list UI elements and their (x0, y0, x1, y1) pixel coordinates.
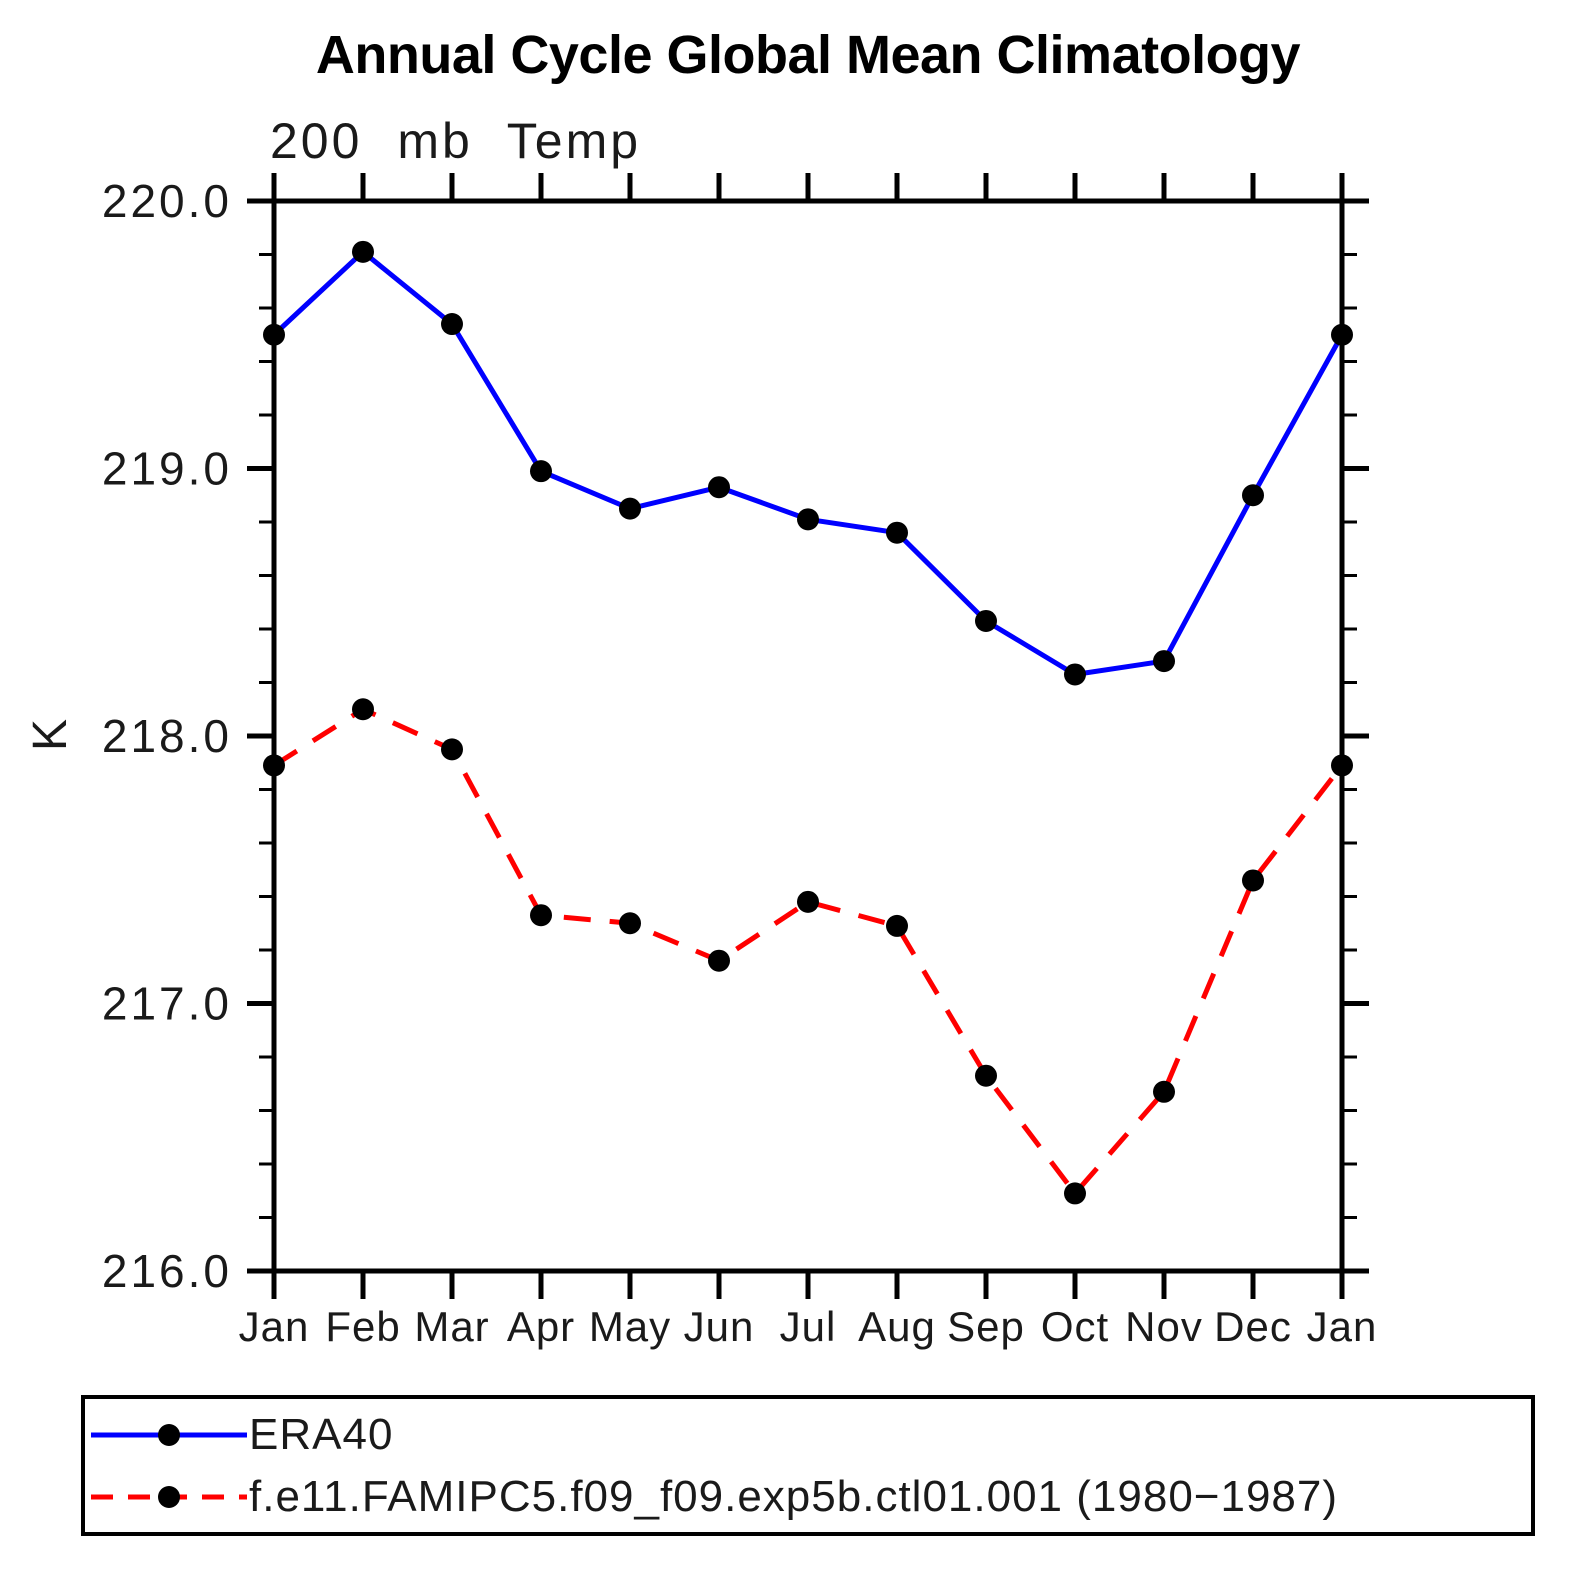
y-tick-label: 216.0 (102, 1245, 232, 1297)
series-0-line (272, 249, 1345, 677)
legend: ERA40 f.e11.FAMIPC5.f09_f09.exp5b.ctl01.… (81, 1395, 1535, 1536)
legend-label-model: f.e11.FAMIPC5.f09_f09.exp5b.ctl01.001 (1… (249, 1472, 1339, 1521)
series-1-marker (975, 1064, 997, 1087)
series-1-marker (1064, 1182, 1086, 1205)
series-0-marker (263, 323, 285, 346)
series-1-marker (619, 912, 641, 935)
series-0-marker (1153, 650, 1175, 673)
series-0-marker (886, 521, 908, 544)
legend-item-model: f.e11.FAMIPC5.f09_f09.exp5b.ctl01.001 (1… (89, 1472, 1339, 1521)
series-1-marker (797, 890, 819, 913)
series-0-marker (619, 497, 641, 520)
legend-sample-line-dashed (91, 1486, 247, 1508)
x-tick-label: Nov (1125, 1303, 1203, 1350)
series-1-line (272, 706, 1344, 1196)
series-1-marker (886, 914, 908, 937)
y-tick-label: 218.0 (102, 710, 232, 762)
x-tick-label: Feb (325, 1303, 400, 1350)
series-0-marker (797, 508, 819, 531)
series-1-marker (708, 949, 730, 972)
x-tick-label: May (589, 1303, 671, 1350)
x-tick-label: Jul (780, 1303, 837, 1350)
series-1-marker (1331, 754, 1353, 777)
x-tick-label: Jun (684, 1303, 755, 1350)
x-tick-label: Oct (1041, 1303, 1109, 1350)
series-1-marker (530, 904, 552, 927)
legend-marker (158, 1424, 180, 1446)
series-0-marker (352, 240, 374, 263)
series-0-marker (1331, 323, 1353, 346)
series-0-marker (441, 313, 463, 336)
series-1-marker (1153, 1080, 1175, 1103)
series-0-marker (1242, 484, 1264, 507)
series-0-marker (708, 476, 730, 499)
legend-label-era40: ERA40 (249, 1410, 394, 1459)
chart-title: Annual Cycle Global Mean Climatology (315, 25, 1301, 85)
series-1-marker (441, 738, 463, 761)
y-tick-label: 217.0 (102, 978, 232, 1030)
x-tick-label: Mar (414, 1303, 489, 1350)
series-1-marker (263, 754, 285, 777)
series-0-marker (530, 460, 552, 483)
series-1-marker (352, 698, 374, 721)
x-tick-label: Jan (239, 1303, 310, 1350)
y-tick-label: 220.0 (102, 175, 232, 227)
x-tick-label: Jan (1307, 1303, 1378, 1350)
y-tick-label: 219.0 (102, 443, 232, 495)
legend-marker (158, 1486, 180, 1508)
series-0-marker (975, 609, 997, 632)
legend-sample-line-solid (91, 1424, 247, 1446)
series-0-marker (1064, 663, 1086, 686)
x-tick-label: Dec (1214, 1303, 1292, 1350)
x-tick-label: Sep (947, 1303, 1025, 1350)
series-1-marker (1242, 869, 1264, 892)
chart-subtitle: 200 mb Temp (270, 113, 642, 169)
x-tick-label: Aug (858, 1303, 936, 1350)
x-tick-label: Apr (507, 1303, 575, 1350)
legend-item-era40: ERA40 (89, 1410, 394, 1459)
